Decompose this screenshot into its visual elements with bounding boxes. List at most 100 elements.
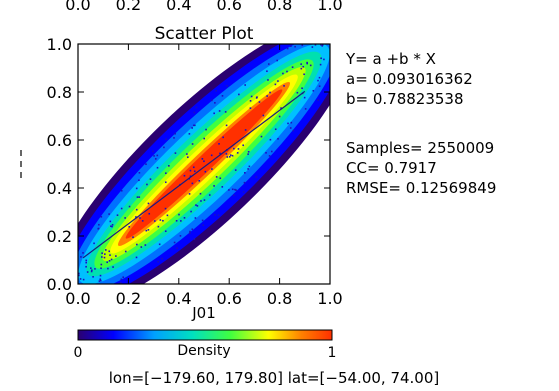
outlier-point xyxy=(213,185,215,187)
colorbar xyxy=(77,329,333,341)
outlier-point xyxy=(164,181,167,184)
outlier-point xyxy=(292,129,295,132)
stats-b: b= 0.78823538 xyxy=(346,90,464,108)
outlier-point xyxy=(226,156,229,158)
outlier-point xyxy=(189,175,192,178)
outlier-point xyxy=(203,160,205,163)
top-tick-label: 0.4 xyxy=(166,0,191,14)
outlier-point xyxy=(247,168,249,170)
outlier-point xyxy=(247,153,249,155)
y-tick-label: 0.6 xyxy=(47,131,72,150)
outlier-point xyxy=(323,58,325,61)
outlier-point xyxy=(318,76,321,79)
outlier-point xyxy=(218,143,220,145)
outlier-point xyxy=(103,256,106,259)
outlier-point xyxy=(303,73,305,76)
outlier-point xyxy=(99,274,102,277)
outlier-point xyxy=(228,155,231,158)
outlier-point xyxy=(286,47,289,50)
outlier-point xyxy=(175,219,178,222)
outlier-point xyxy=(194,124,196,127)
outlier-point xyxy=(164,207,167,210)
outlier-point xyxy=(162,219,164,222)
colorbar-max-label: 1 xyxy=(328,345,337,361)
outlier-point xyxy=(248,165,251,168)
outlier-point xyxy=(289,127,292,129)
outlier-point xyxy=(152,150,154,153)
outlier-point xyxy=(233,194,235,197)
outlier-point xyxy=(189,169,192,172)
outlier-point xyxy=(183,217,186,219)
outlier-point xyxy=(269,91,271,94)
outlier-point xyxy=(205,128,207,131)
outlier-point xyxy=(188,193,191,195)
stats-a: a= 0.093016362 xyxy=(346,70,473,88)
outlier-point xyxy=(109,220,112,223)
outlier-point xyxy=(99,279,102,282)
outlier-point xyxy=(164,230,167,233)
chart-title: Scatter Plot xyxy=(155,24,254,44)
outlier-point xyxy=(106,261,108,264)
outlier-point xyxy=(267,63,270,65)
outlier-point xyxy=(214,214,216,216)
outlier-point xyxy=(147,229,150,231)
density-cloud xyxy=(78,44,330,284)
y-axis-ticks: 0.0 0.2 0.4 0.6 0.8 1.0 xyxy=(47,35,330,294)
y-tick-label: 0.8 xyxy=(47,83,72,102)
outlier-point xyxy=(231,188,234,191)
outlier-point xyxy=(138,196,141,198)
outlier-point xyxy=(138,171,141,174)
y-tick-label: 0.2 xyxy=(47,227,72,246)
top-tick-label: 0.8 xyxy=(267,0,292,14)
outlier-point xyxy=(203,199,206,201)
outlier-point xyxy=(135,208,138,211)
outlier-point xyxy=(270,150,273,153)
regression-line xyxy=(82,90,306,259)
y-tick-label: 0.4 xyxy=(47,179,72,198)
outlier-point xyxy=(235,189,237,191)
outlier-point xyxy=(201,219,204,222)
outlier-point xyxy=(116,214,119,216)
outlier-point xyxy=(158,243,161,246)
stats-cc: CC= 0.7917 xyxy=(346,159,437,177)
outlier-point xyxy=(109,254,111,256)
outlier-point xyxy=(161,257,163,260)
outlier-point xyxy=(124,250,127,253)
stats-samples: Samples= 2550009 xyxy=(346,139,494,157)
outlier-point xyxy=(154,158,157,160)
outlier-point xyxy=(226,84,228,87)
x-axis-ticks: 0.0 0.2 0.4 0.6 0.8 1.0 xyxy=(65,44,343,308)
x-tick-label: 0.2 xyxy=(116,289,141,308)
x-tick-label: 0.8 xyxy=(267,289,292,308)
outlier-point xyxy=(128,226,131,228)
outlier-point xyxy=(136,196,139,198)
outlier-point xyxy=(141,220,144,222)
outlier-point xyxy=(111,225,113,228)
outlier-point xyxy=(319,63,322,66)
outlier-point xyxy=(193,111,196,114)
outlier-point xyxy=(202,224,205,227)
outlier-point xyxy=(173,137,175,139)
outlier-point xyxy=(157,260,159,263)
outlier-point xyxy=(304,108,307,110)
outlier-point xyxy=(267,79,269,81)
outlier-point xyxy=(303,96,306,99)
outlier-point xyxy=(93,242,95,245)
outlier-point xyxy=(101,256,103,258)
outlier-point xyxy=(301,44,304,47)
outlier-point xyxy=(192,124,195,127)
outlier-point xyxy=(112,266,114,268)
outlier-point xyxy=(159,219,162,221)
outlier-point xyxy=(215,89,217,92)
outlier-point xyxy=(193,238,196,240)
outlier-point xyxy=(78,272,80,275)
y-tick-label: 0.0 xyxy=(47,275,72,294)
outlier-point xyxy=(146,183,148,186)
outlier-point xyxy=(318,85,321,87)
outlier-point xyxy=(99,278,102,281)
outlier-point xyxy=(135,256,138,259)
outlier-point xyxy=(236,152,239,154)
x-tick-label: 0.0 xyxy=(65,289,90,308)
outlier-point xyxy=(79,278,82,280)
outlier-point xyxy=(276,59,279,62)
